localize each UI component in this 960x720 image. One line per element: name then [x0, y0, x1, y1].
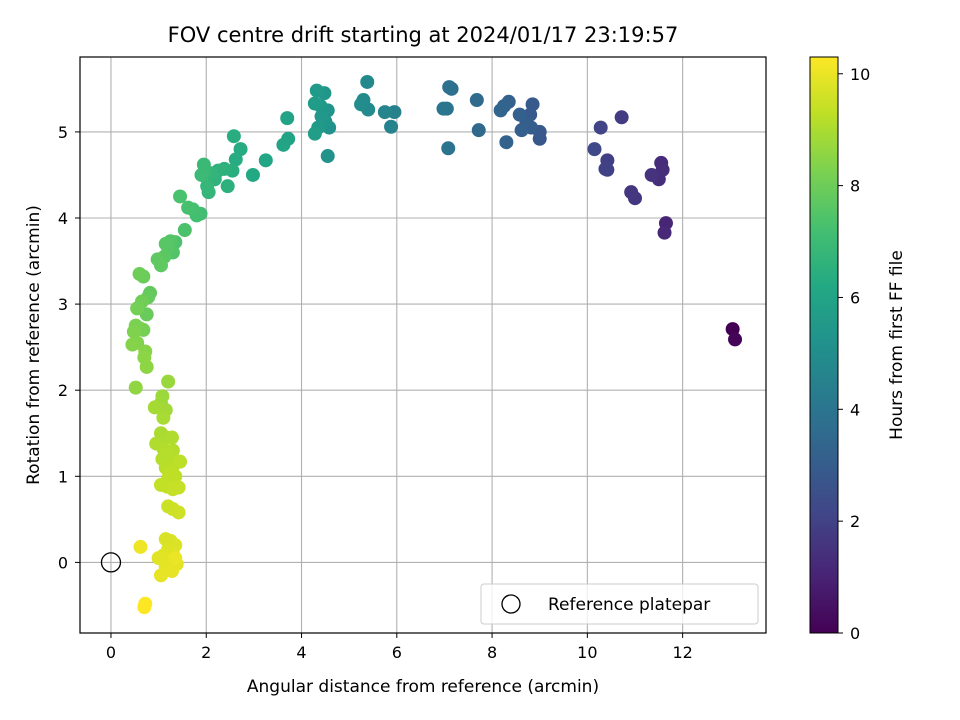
- data-point: [493, 103, 508, 118]
- data-point: [320, 149, 335, 164]
- data-point: [168, 551, 183, 566]
- colorbar-tick-label: 8: [850, 177, 860, 196]
- data-point: [624, 185, 639, 200]
- data-point: [226, 129, 241, 144]
- data-point: [158, 236, 173, 251]
- data-point: [161, 374, 176, 389]
- data-point: [280, 111, 295, 126]
- data-point: [307, 126, 322, 141]
- legend-reference-marker: [501, 594, 521, 614]
- data-point: [307, 96, 322, 111]
- y-axis-label: Rotation from reference (arcmin): [24, 205, 44, 485]
- data-point: [177, 223, 192, 238]
- x-tick-label: 6: [392, 643, 402, 662]
- colorbar-tick-label: 4: [850, 400, 860, 419]
- data-point: [384, 119, 399, 134]
- data-point: [354, 97, 369, 112]
- data-point: [644, 167, 659, 182]
- y-tick-label: 4: [58, 209, 68, 228]
- x-axis-label: Angular distance from reference (arcmin): [247, 677, 599, 697]
- x-tick-label: 0: [106, 643, 116, 662]
- x-axis-ticks: 0 2 4 6 8 10 12: [106, 633, 693, 662]
- data-point: [139, 359, 154, 374]
- data-point: [309, 83, 324, 98]
- data-point: [614, 110, 629, 125]
- data-point: [173, 189, 188, 204]
- data-point: [194, 167, 209, 182]
- colorbar-tick-label: 0: [850, 624, 860, 643]
- grid: [80, 57, 766, 633]
- data-point: [128, 380, 143, 395]
- data-point: [728, 332, 743, 347]
- chart-title: FOV centre drift starting at 2024/01/17 …: [168, 23, 679, 47]
- data-point: [126, 324, 141, 339]
- data-point: [147, 400, 162, 415]
- colorbar-gradient: [809, 56, 839, 634]
- data-point: [200, 179, 215, 194]
- data-point: [228, 152, 243, 167]
- data-point: [499, 135, 514, 150]
- data-point: [171, 505, 186, 520]
- data-point: [137, 600, 152, 615]
- data-point: [442, 80, 457, 95]
- y-tick-label: 5: [58, 123, 68, 142]
- data-point: [133, 539, 148, 554]
- data-point: [587, 142, 602, 157]
- data-point: [164, 430, 179, 445]
- data-point: [130, 301, 145, 316]
- data-point: [657, 225, 672, 240]
- colorbar-label: Hours from first FF file: [887, 250, 907, 440]
- data-point: [377, 105, 392, 120]
- data-point: [441, 141, 456, 156]
- y-axis-ticks: 0 1 2 3 4 5: [58, 123, 80, 572]
- x-tick-label: 4: [296, 643, 306, 662]
- data-point: [314, 109, 329, 124]
- reference-marker: [100, 552, 122, 573]
- legend-box: [480, 583, 759, 625]
- data-point: [360, 74, 375, 89]
- data-point: [514, 123, 529, 138]
- data-point: [125, 337, 140, 352]
- data-point: [600, 162, 615, 177]
- colorbar-tick-label: 2: [850, 512, 860, 531]
- y-tick-label: 3: [58, 295, 68, 314]
- plot-frame: [79, 56, 767, 634]
- data-point: [171, 480, 186, 495]
- colorbar-tick-label: 6: [850, 288, 860, 307]
- data-point: [245, 167, 260, 182]
- colorbar-ticks: 0 2 4 6 8 10: [838, 65, 870, 643]
- data-point: [436, 101, 451, 116]
- colorbar: 0 2 4 6 8 10 Hours from first FF file: [809, 56, 907, 643]
- data-points: [125, 74, 743, 615]
- data-point: [220, 179, 235, 194]
- data-point: [153, 568, 168, 583]
- data-point: [276, 137, 291, 152]
- data-point: [469, 93, 484, 108]
- data-point: [471, 123, 486, 138]
- data-point: [156, 410, 171, 425]
- data-point: [593, 120, 608, 135]
- data-point: [132, 266, 147, 281]
- x-tick-label: 10: [577, 643, 597, 662]
- colorbar-tick-label: 10: [850, 65, 870, 84]
- data-point: [512, 107, 527, 122]
- x-tick-label: 2: [201, 643, 211, 662]
- legend-entry-reference: Reference platepar: [548, 595, 710, 615]
- data-point: [258, 153, 273, 168]
- y-tick-label: 1: [58, 467, 68, 486]
- y-tick-label: 2: [58, 381, 68, 400]
- x-tick-label: 8: [487, 643, 497, 662]
- data-point: [173, 454, 188, 469]
- data-point: [164, 564, 179, 579]
- y-tick-label: 0: [58, 553, 68, 572]
- data-point: [150, 252, 165, 267]
- reference-platepar-marker: [100, 552, 122, 573]
- data-point: [181, 200, 196, 215]
- x-tick-label: 12: [672, 643, 692, 662]
- legend: Reference platepar: [480, 583, 759, 625]
